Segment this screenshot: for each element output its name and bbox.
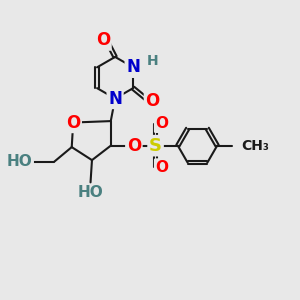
Text: S: S xyxy=(149,137,162,155)
Text: N: N xyxy=(108,89,122,107)
Text: H: H xyxy=(147,54,159,68)
Text: CH₃: CH₃ xyxy=(242,139,269,153)
Text: HO: HO xyxy=(78,185,104,200)
Text: O: O xyxy=(127,137,141,155)
Text: N: N xyxy=(126,58,140,76)
Text: HO: HO xyxy=(7,154,33,169)
Text: O: O xyxy=(155,116,168,131)
Text: O: O xyxy=(96,31,110,49)
Text: O: O xyxy=(66,113,80,131)
Text: O: O xyxy=(155,160,168,175)
Text: O: O xyxy=(146,92,160,110)
